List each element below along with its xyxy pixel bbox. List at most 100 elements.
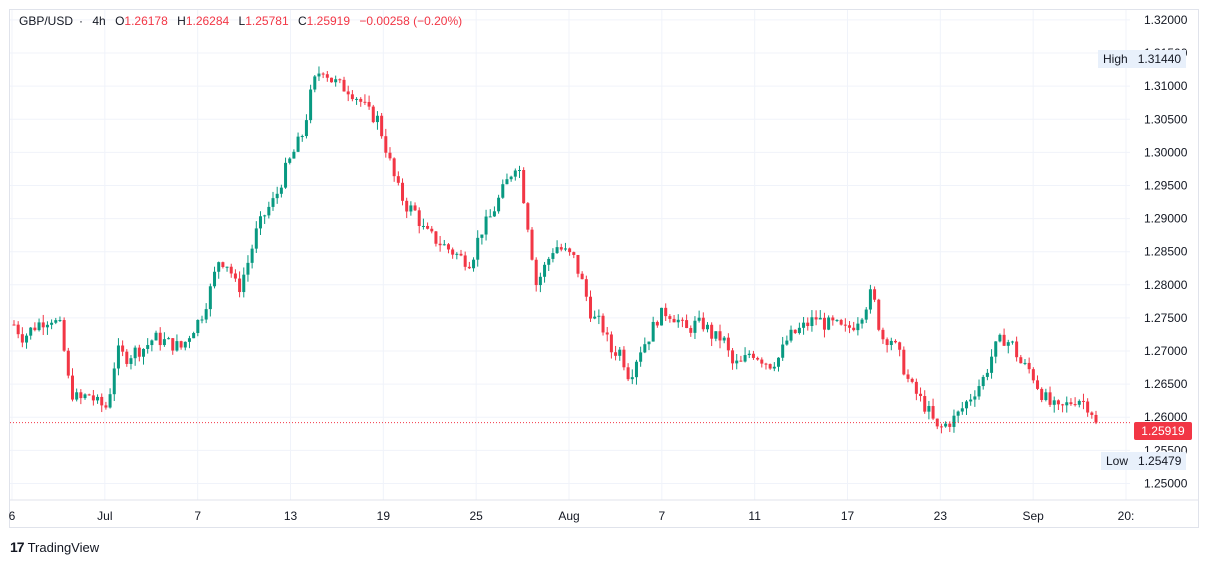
candle-body [1052, 400, 1056, 405]
low-marker-label: Low [1101, 452, 1134, 470]
high-marker: High 1.31440 [1098, 50, 1187, 68]
candle-body [325, 74, 329, 78]
candle-body [630, 377, 634, 380]
candle-body [45, 324, 49, 328]
candle-body [317, 73, 321, 77]
candle-body [480, 234, 484, 238]
last-price-tag: 1.25919 [1134, 422, 1192, 440]
high-value: 1.26284 [185, 14, 230, 28]
candle-body [772, 366, 776, 369]
y-tick-label: 1.32000 [1144, 13, 1188, 27]
candle-body [329, 77, 333, 83]
chart-frame [9, 9, 1199, 528]
candle-body [731, 350, 735, 364]
candle-body [848, 325, 852, 328]
candle-body [284, 162, 288, 188]
candle-body [868, 289, 872, 310]
candle-body [392, 158, 396, 177]
candle-body [421, 225, 425, 227]
candle-body [171, 338, 175, 351]
candle-body [1090, 412, 1094, 415]
candle-body [952, 415, 956, 427]
candle-body [154, 332, 158, 341]
candle-body [476, 237, 480, 260]
candle-body [16, 324, 20, 335]
candle-body [242, 274, 246, 293]
candle-body [1031, 369, 1035, 381]
candle-body [367, 101, 371, 107]
candle-body [20, 334, 24, 343]
candle-body [914, 381, 918, 394]
close-value: 1.25919 [306, 14, 351, 28]
y-tick-label: 1.29000 [1144, 212, 1188, 226]
candle-body [701, 317, 705, 330]
legend-separator: · [79, 14, 84, 28]
candle-body [722, 337, 726, 341]
candle-body [446, 244, 450, 250]
candle-body [401, 182, 405, 201]
candle-body [584, 279, 588, 297]
candle-body [12, 324, 16, 326]
y-tick-label: 1.28500 [1144, 245, 1188, 259]
candle-body [279, 187, 283, 194]
candle-body [221, 262, 225, 267]
candle-body [396, 176, 400, 183]
candle-body [501, 184, 505, 198]
open-value: 1.26178 [124, 14, 168, 28]
candle-body [810, 317, 814, 327]
candle-body [705, 324, 709, 330]
candle-body [919, 393, 923, 397]
candle-body [835, 319, 839, 321]
candle-body [442, 244, 446, 246]
candle-body [275, 193, 279, 199]
candle-body [885, 339, 889, 346]
candle-body [426, 225, 430, 229]
candle-body [334, 79, 338, 83]
change-value: −0.00258 (−0.20%) [359, 14, 463, 28]
candle-body [877, 299, 881, 330]
candle-body [321, 73, 325, 75]
candle-body [898, 342, 902, 350]
candle-body [1069, 402, 1073, 405]
x-tick-label: Jul [97, 509, 112, 523]
candle-body [693, 320, 697, 333]
candle-body [822, 317, 826, 330]
candle-body [1081, 400, 1085, 402]
candle-body [304, 120, 308, 137]
candle-body [1010, 341, 1014, 343]
candle-body [37, 322, 41, 331]
candle-body [1048, 392, 1052, 405]
candle-body [263, 215, 267, 217]
candle-body [175, 341, 179, 351]
low-label: L [238, 14, 246, 28]
candle-body [1061, 404, 1065, 406]
candle-body [1015, 341, 1019, 358]
candle-body [359, 98, 363, 102]
candle-body [530, 229, 534, 260]
candle-body [405, 200, 409, 212]
candle-body [760, 359, 764, 364]
tradingview-brand[interactable]: 17 TradingView [10, 539, 99, 555]
candle-body [647, 341, 651, 345]
candle-body [538, 276, 542, 286]
candle-body [802, 322, 806, 328]
candle-body [534, 259, 538, 286]
candle-body [981, 376, 985, 387]
candle-body [467, 266, 471, 269]
candle-body [208, 286, 212, 310]
candle-body [547, 258, 551, 265]
candle-body [768, 364, 772, 369]
candle-body [977, 386, 981, 397]
candle-body [843, 324, 847, 326]
candle-body [893, 340, 897, 343]
y-tick-label: 1.30000 [1144, 145, 1188, 159]
candle-body [1002, 334, 1006, 346]
candle-body [672, 318, 676, 323]
candle-body [697, 317, 701, 321]
candle-body [87, 394, 91, 396]
candle-body [313, 76, 317, 90]
candle-body [960, 408, 964, 412]
candle-body [605, 332, 609, 335]
candle-body [568, 248, 572, 253]
